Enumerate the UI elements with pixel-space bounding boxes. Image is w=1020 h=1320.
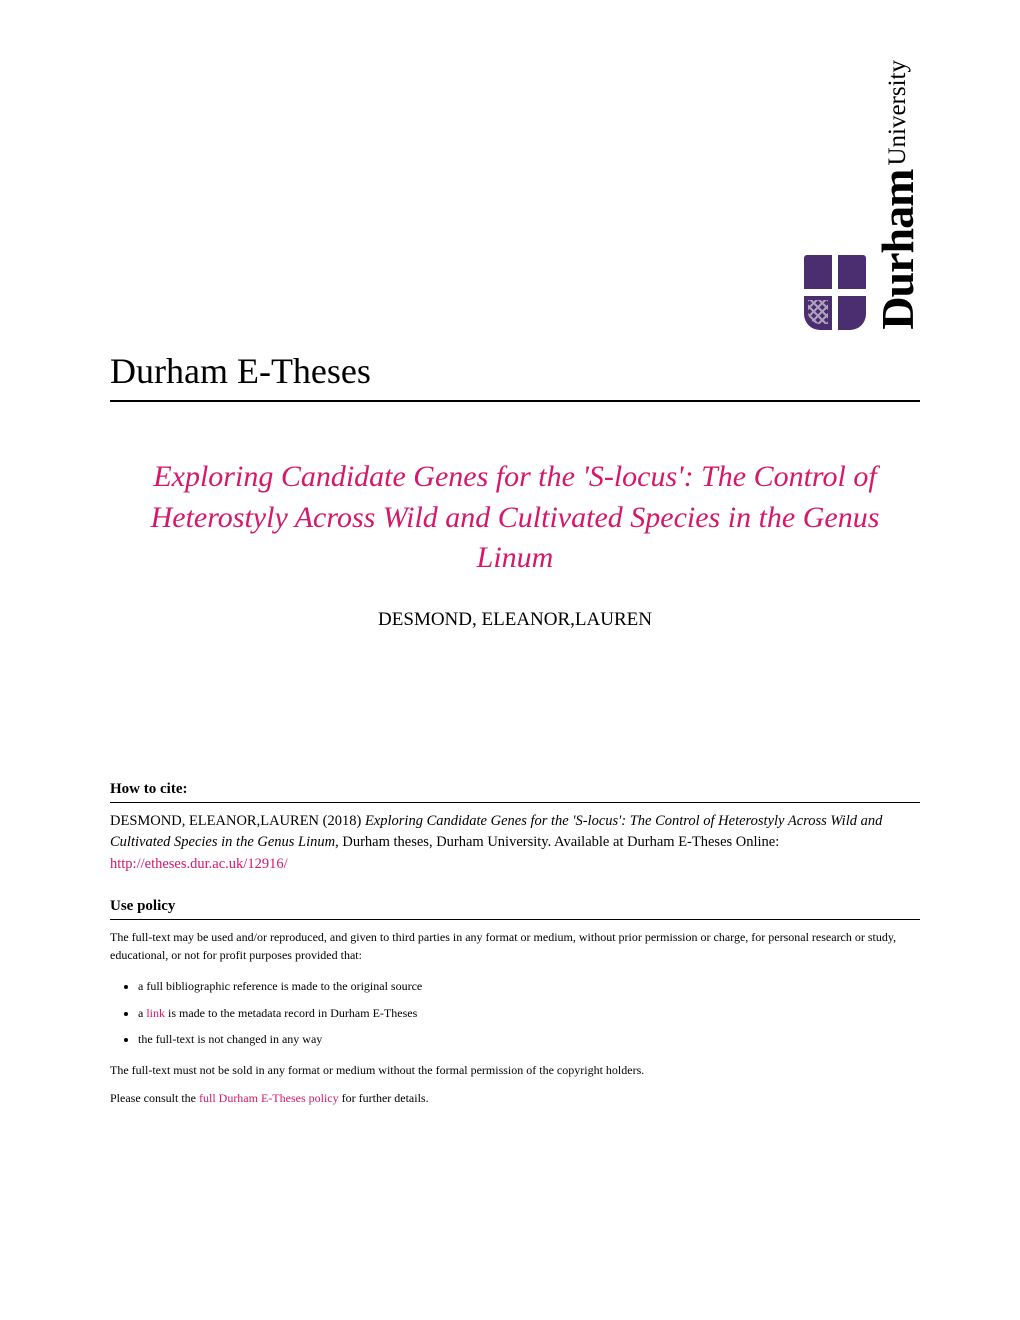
title-rule: [110, 400, 920, 402]
policy-list: a full bibliographic reference is made t…: [138, 977, 920, 1049]
policy-bullet-1: a full bibliographic reference is made t…: [138, 977, 920, 996]
policy-bullet-3: the full-text is not changed in any way: [138, 1030, 920, 1049]
shield-icon: [804, 255, 866, 330]
paper-author: DESMOND, ELEANOR,LAUREN: [110, 609, 920, 631]
policy-link-link[interactable]: link: [146, 1006, 165, 1020]
cite-author: DESMOND, ELEANOR,LAUREN (2018): [110, 813, 365, 829]
policy-note: The full-text must not be sold in any fo…: [110, 1061, 920, 1080]
header-logo-area: Durham University: [110, 80, 920, 330]
policy-consult: Please consult the full Durham E-Theses …: [110, 1089, 920, 1108]
cite-url-link[interactable]: http://etheses.dur.ac.uk/12916/: [110, 856, 288, 872]
cite-heading: How to cite:: [110, 781, 920, 798]
cite-tail: , Durham theses, Durham University. Avai…: [335, 834, 779, 850]
citation-text: DESMOND, ELEANOR,LAUREN (2018) Exploring…: [110, 811, 920, 876]
policy-rule: [110, 919, 920, 920]
policy-full-link[interactable]: full Durham E-Theses policy: [199, 1091, 339, 1105]
cite-rule: [110, 802, 920, 803]
policy-intro: The full-text may be used and/or reprodu…: [110, 928, 920, 965]
site-title: Durham E-Theses: [110, 350, 920, 392]
wordmark: Durham University: [876, 60, 920, 330]
brand-subtitle: University: [884, 60, 911, 166]
policy-body: The full-text may be used and/or reprodu…: [110, 928, 920, 1108]
policy-heading: Use policy: [110, 898, 920, 915]
policy-bullet-2: a link is made to the metadata record in…: [138, 1004, 920, 1023]
durham-logo: Durham University: [804, 60, 920, 330]
brand-name: Durham: [872, 170, 923, 330]
paper-title: Exploring Candidate Genes for the 'S-loc…: [110, 457, 920, 579]
